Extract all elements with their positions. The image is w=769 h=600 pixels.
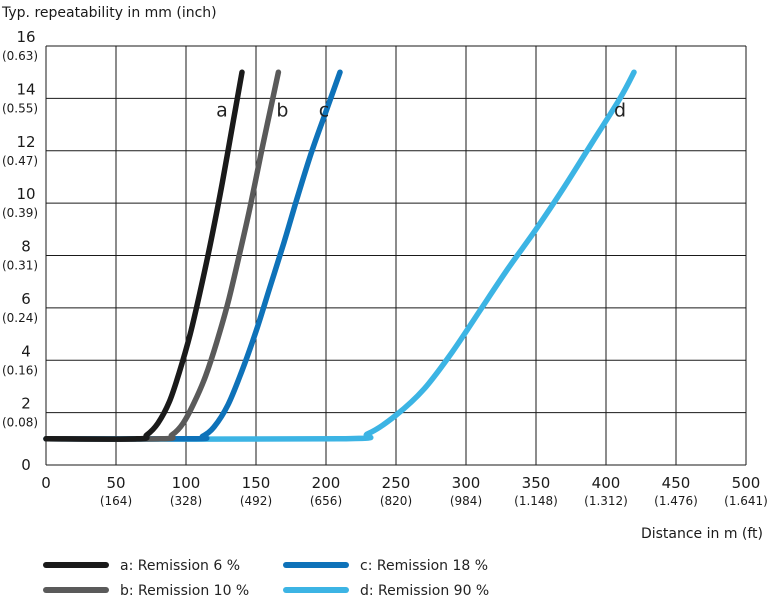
y-axis-title: Typ. repeatability in mm (inch) — [1, 5, 217, 21]
x-tick-label: 400 — [592, 474, 621, 492]
legend-label-d: d: Remission 90 % — [360, 583, 489, 599]
curve-label-b: b — [276, 100, 288, 122]
series-line-b — [43, 69, 282, 442]
y-tick-sublabel: (0.63) — [2, 49, 38, 63]
tick-labels: 0 50(164)100(328)150(492)200(656)250(820)… — [2, 28, 768, 508]
curve-label-d: d — [614, 100, 626, 122]
y-tick-sublabel: (0.39) — [2, 206, 38, 220]
x-tick-sublabel: (656) — [310, 494, 342, 508]
y-tick-sublabel: (0.08) — [2, 416, 38, 430]
x-tick-sublabel: (820) — [380, 494, 412, 508]
y-tick-label: 16 — [16, 28, 35, 46]
y-tick-sublabel: (0.31) — [2, 259, 38, 273]
x-tick-sublabel: (164) — [100, 494, 132, 508]
x-tick-label: 350 — [522, 474, 551, 492]
curve-label-c: c — [319, 100, 329, 122]
x-axis-title: Distance in m (ft) — [641, 526, 763, 542]
curve-labels: a b c d — [216, 100, 626, 122]
y-tick-sublabel: (0.24) — [2, 311, 38, 325]
x-tick-label: 300 — [452, 474, 481, 492]
y-tick-sublabel: (0.55) — [2, 101, 38, 115]
grid — [45, 45, 747, 466]
x-tick-sublabel: (1.476) — [654, 494, 698, 508]
x-tick-label: 0 — [41, 474, 51, 492]
x-tick-sublabel: (1.641) — [724, 494, 768, 508]
x-tick-sublabel: (492) — [240, 494, 272, 508]
x-tick-sublabel: (984) — [450, 494, 482, 508]
series-lines — [43, 69, 637, 442]
x-tick-sublabel: (1.148) — [514, 494, 558, 508]
y-tick-label: 8 — [21, 238, 31, 256]
x-tick-label: 450 — [662, 474, 691, 492]
y-tick-label: 12 — [16, 133, 35, 151]
legend-label-a: a: Remission 6 % — [120, 558, 240, 574]
series-line-c — [43, 69, 343, 442]
x-tick-label: 200 — [312, 474, 341, 492]
x-tick-sublabel: (1.312) — [584, 494, 628, 508]
y-tick-sublabel: (0.16) — [2, 363, 38, 377]
x-tick-label: 250 — [382, 474, 411, 492]
x-tick-label: 500 — [732, 474, 761, 492]
x-tick-label: 50 — [106, 474, 125, 492]
x-tick-sublabel: (328) — [170, 494, 202, 508]
x-tick-label: 100 — [172, 474, 201, 492]
y-tick-label: 2 — [21, 395, 31, 413]
y-tick-label: 0 — [21, 456, 31, 474]
legend: a: Remission 6 % b: Remission 10 % c: Remi… — [43, 558, 489, 599]
series-line-d — [43, 69, 637, 442]
y-tick-label: 6 — [21, 290, 31, 308]
series-line-a — [43, 69, 245, 442]
y-tick-label: 4 — [21, 342, 31, 360]
legend-label-b: b: Remission 10 % — [120, 583, 249, 599]
y-tick-label: 14 — [16, 80, 35, 98]
x-tick-label: 150 — [242, 474, 271, 492]
curve-label-a: a — [216, 100, 228, 122]
y-tick-sublabel: (0.47) — [2, 154, 38, 168]
legend-label-c: c: Remission 18 % — [360, 558, 488, 574]
y-tick-label: 10 — [16, 185, 35, 203]
